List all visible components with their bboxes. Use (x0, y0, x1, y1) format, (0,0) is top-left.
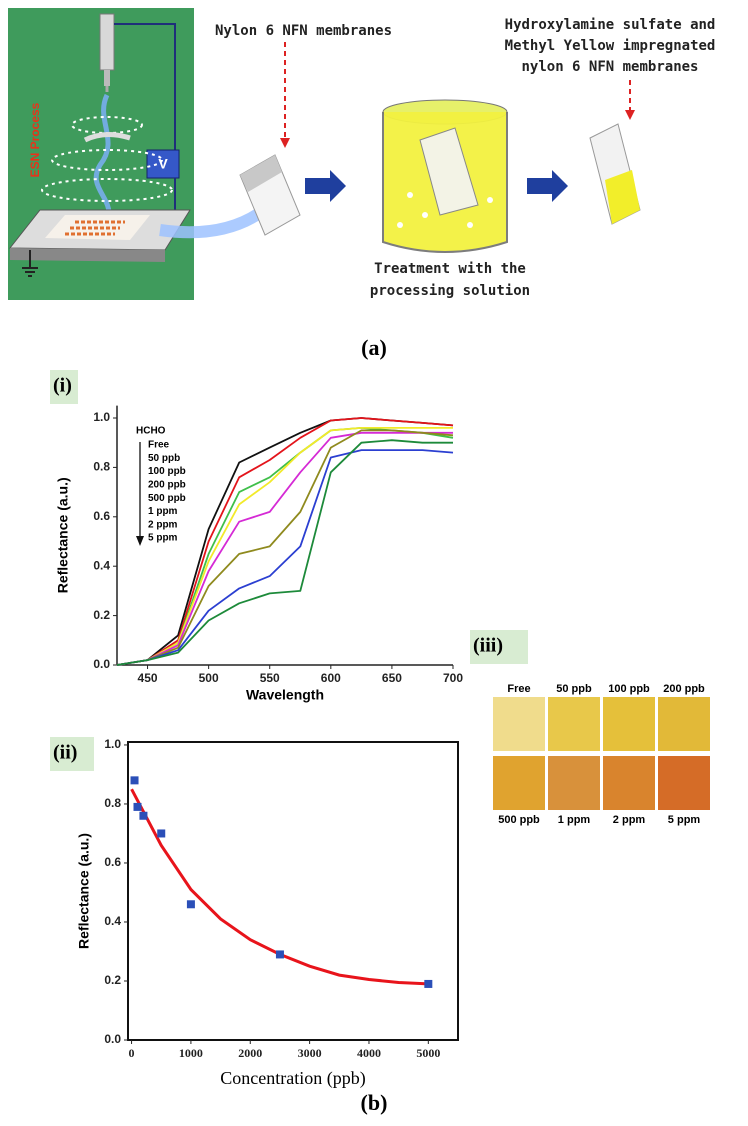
curve (116, 431, 453, 666)
membrane-label: Nylon 6 NFN membranes (215, 23, 392, 39)
panel-label: (i) (53, 375, 72, 397)
swatch-label: 2 ppm (613, 814, 646, 826)
y-tick-label: 1.0 (93, 410, 110, 424)
legend-label: 1 ppm (148, 506, 178, 517)
swatch (603, 697, 655, 751)
y-tick-label: 0.0 (104, 1032, 121, 1046)
y-tick-label: 0.8 (104, 796, 121, 810)
legend-label: 200 ppb (148, 480, 186, 491)
legend-label: 50 ppb (148, 453, 180, 464)
swatch (658, 756, 710, 810)
caption: (a) (361, 335, 387, 360)
plot-frame (127, 741, 459, 1041)
x-tick-label: 4000 (357, 1046, 381, 1060)
legend-label: 100 ppb (148, 466, 186, 477)
x-axis-label: Wavelength (246, 687, 324, 703)
swatch-label: 200 ppb (663, 683, 705, 695)
y-axis-label: Reflectance (a.u.) (76, 833, 92, 949)
panel-label: (ii) (53, 742, 77, 764)
y-tick-label: 0.2 (104, 973, 121, 987)
x-tick-label: 3000 (298, 1046, 322, 1060)
x-tick-label: 700 (443, 671, 463, 685)
voltage-label: V (158, 156, 168, 172)
esn-label: ESN Process (28, 102, 42, 177)
swatch-label: 50 ppb (556, 683, 592, 695)
curve (116, 417, 454, 666)
product-label: nylon 6 NFN membranes (521, 59, 698, 75)
caption: (b) (361, 1090, 388, 1115)
treatment-label: processing solution (370, 283, 530, 299)
product-label: Hydroxylamine sulfate and (505, 17, 716, 33)
panel-label-bg (470, 630, 528, 664)
curve (116, 427, 453, 666)
legend-label: 500 ppb (148, 493, 186, 504)
product-label: Methyl Yellow impregnated (505, 38, 716, 54)
legend-arrow-head (136, 536, 144, 546)
data-point (133, 802, 142, 811)
data-point (186, 900, 195, 909)
y-tick-label: 0.0 (93, 657, 110, 671)
panel-label-bg (50, 737, 94, 771)
y-tick-label: 0.2 (93, 608, 110, 622)
x-tick-label: 2000 (238, 1046, 262, 1060)
x-tick-label: 550 (260, 671, 280, 685)
swatch (548, 697, 600, 751)
esn-illustration (8, 8, 641, 300)
curve (116, 429, 454, 666)
x-tick-label: 650 (382, 671, 402, 685)
panel-label: (iii) (473, 635, 503, 657)
curve (116, 439, 453, 666)
treatment-label: Treatment with the (374, 261, 526, 277)
legend-label: 5 ppm (148, 533, 178, 544)
y-axis-label: Reflectance (a.u.) (55, 477, 71, 593)
annotation: HCHO (136, 426, 166, 437)
y-tick-label: 0.6 (93, 509, 110, 523)
y-tick-label: 0.4 (104, 914, 121, 928)
swatch-label: 5 ppm (668, 814, 701, 826)
swatch-label: 100 ppb (608, 683, 650, 695)
data-point (157, 829, 166, 838)
y-tick-label: 0.4 (93, 558, 110, 572)
y-tick-label: 0.8 (93, 460, 110, 474)
data-point (130, 776, 139, 785)
x-tick-label: 500 (199, 671, 219, 685)
swatch (493, 756, 545, 810)
x-tick-label: 450 (138, 671, 158, 685)
swatch (658, 697, 710, 751)
data-point (139, 811, 148, 820)
swatch-label: 1 ppm (558, 814, 591, 826)
swatch (603, 756, 655, 810)
y-tick-label: 1.0 (104, 737, 121, 751)
legend-label: Free (148, 440, 170, 451)
swatch (548, 756, 600, 810)
y-tick-label: 0.6 (104, 855, 121, 869)
x-tick-label: 5000 (416, 1046, 440, 1060)
legend-label: 2 ppm (148, 519, 178, 530)
data-point (424, 979, 433, 988)
x-tick-label: 1000 (179, 1046, 203, 1060)
x-tick-label: 0 (129, 1046, 135, 1060)
data-point (275, 950, 284, 959)
swatch (493, 697, 545, 751)
swatch-label: Free (507, 683, 530, 695)
swatch-label: 500 ppb (498, 814, 540, 826)
x-axis-label: Concentration (ppb) (220, 1068, 365, 1089)
panel-label-bg (50, 370, 78, 404)
curve (116, 449, 454, 666)
x-tick-label: 600 (321, 671, 341, 685)
